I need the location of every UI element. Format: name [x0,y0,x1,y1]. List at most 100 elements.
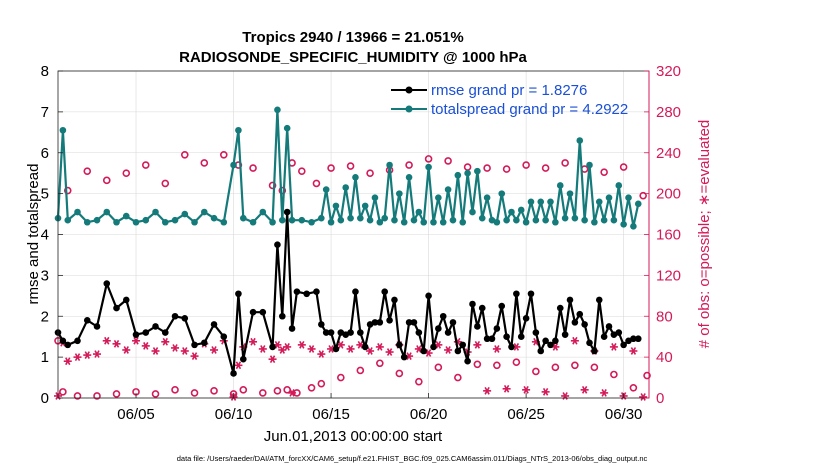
obs-evaluated-point [346,345,355,353]
rmse-point [64,341,72,349]
totalspread-point [327,218,335,226]
obs-evaluated-point [102,336,111,345]
totalspread-point [542,216,549,224]
rmse-point [620,341,627,349]
obs-evaluated-point [629,347,638,355]
y-right-tick-label: 280 [656,104,681,121]
totalspread-point [371,194,379,202]
totalspread-point [464,169,471,177]
rmse-point [493,325,501,332]
obs-evaluated-point [171,344,180,352]
obs-evaluated-stroke [581,385,588,394]
totalspread-point [498,190,506,197]
obs-evaluated-stroke [84,351,90,359]
obs-evaluated-stroke [250,337,256,346]
obs-evaluated-point [541,388,550,396]
y-right-tick-label: 200 [656,186,681,203]
totalspread-point [483,194,491,202]
obs-evaluated-point [112,339,121,348]
obs-evaluated-point [444,346,453,354]
rmse-point [93,323,101,330]
obs-evaluated-point [141,342,150,350]
totalspread-point [74,208,81,216]
y-right-tick-label: 80 [656,308,673,325]
totalspread-point [556,182,564,189]
obs-possible-point [532,367,540,376]
rmse-point [83,317,91,324]
rmse-point [513,290,520,298]
totalspread-point [269,218,276,226]
totalspread-point [508,208,515,216]
y-left-tick-label: 8 [41,63,49,80]
obs-possible-point [298,167,306,175]
totalspread-point [347,214,354,222]
rmse-point [405,319,413,326]
obs-evaluated-point [375,343,384,351]
obs-possible-point [502,165,511,173]
totalspread-point [537,198,545,206]
totalspread-point [610,216,618,224]
obs-possible-point [151,390,160,398]
obs-evaluated-stroke [523,385,529,394]
obs-evaluated-point [258,345,267,353]
rmse-point [634,335,642,343]
obs-evaluated-stroke [211,346,217,354]
obs-evaluated-stroke [474,340,481,349]
obs-possible-point [200,159,209,167]
rmse-point [400,353,408,361]
rmse-point [181,314,189,322]
obs-possible-point [102,176,111,185]
obs-evaluated-point [234,361,243,370]
obs-evaluated-point [580,385,589,394]
totalspread-point [332,202,340,210]
rmse-point [318,321,325,328]
rmse-point [357,329,364,336]
x-tick-label: 06/05 [117,406,155,423]
obs-evaluated-stroke [572,336,578,345]
obs-possible-point [493,361,501,370]
obs-evaluated-point [83,351,92,359]
obs-possible-point [259,389,267,397]
y-axis-label-right: # of obs: o=possible; ∗=evaluated [696,120,713,349]
chart-subtitle: RADIOSONDE_SPECIFIC_HUMIDITY @ 1000 hPa [179,49,527,66]
y-right-tick-label: 320 [656,63,681,80]
obs-evaluated-point [600,389,609,397]
obs-evaluated-point [570,336,579,345]
totalspread-point [279,216,286,224]
obs-possible-point [219,150,228,159]
totalspread-point [405,173,413,181]
obs-evaluated-stroke [274,340,281,349]
obs-possible-point [483,164,491,172]
rmse-point [410,319,418,326]
x-tick-label: 06/20 [410,406,448,423]
totalspread-point [230,161,237,169]
rmse-point [269,343,276,351]
totalspread-point [595,198,603,206]
rmse-point [113,304,120,312]
obs-evaluated-stroke [65,357,71,366]
rmse-point [469,300,476,308]
y-right-tick-label: 40 [656,349,673,366]
obs-evaluated-stroke [640,393,646,401]
rmse-point [478,304,486,312]
obs-evaluated-stroke [143,342,149,350]
obs-evaluated-point [288,389,297,397]
obs-evaluated-stroke [601,389,607,397]
obs-evaluated-point [122,346,131,354]
obs-possible-point [512,358,521,367]
obs-evaluated-stroke [269,355,276,364]
rmse-point [576,310,584,318]
obs-evaluated-point [385,348,394,356]
obs-possible-point [93,392,101,400]
obs-evaluated-stroke [318,350,325,358]
obs-evaluated-stroke [445,346,451,354]
totalspread-point [522,218,530,226]
totalspread-point [400,218,408,226]
obs-possible-point [210,387,218,395]
totalspread-point [561,214,569,222]
obs-evaluated-point [283,343,292,351]
rmse-point [420,347,428,355]
y-left-tick-label: 6 [41,145,49,162]
obs-possible-point [327,164,335,172]
rmse-point [586,339,593,347]
